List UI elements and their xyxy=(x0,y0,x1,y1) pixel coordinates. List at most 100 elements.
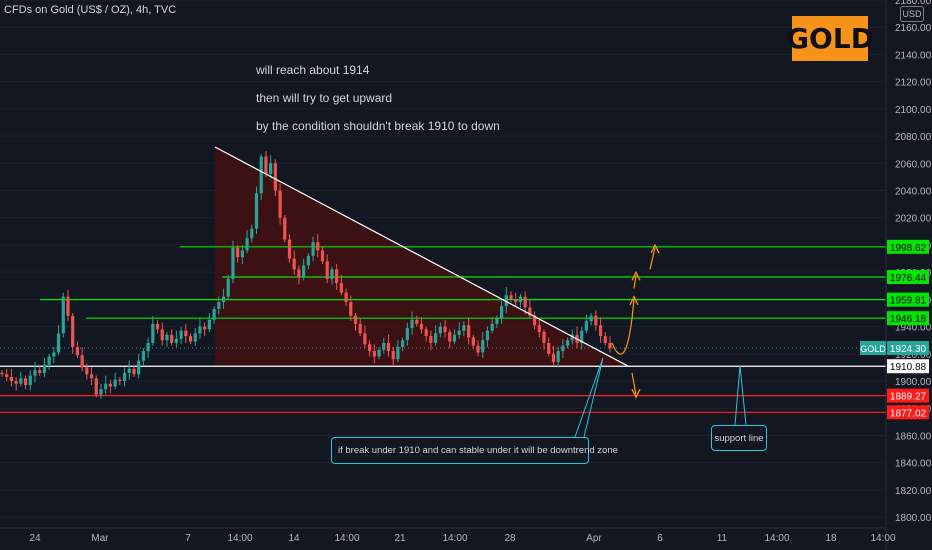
candle-body xyxy=(52,352,56,357)
projection-down xyxy=(631,372,637,395)
candle-body xyxy=(221,296,226,303)
candle-body xyxy=(349,302,353,316)
candle-body xyxy=(38,370,42,373)
candle-body xyxy=(316,242,320,251)
candle-body xyxy=(269,163,273,175)
time-axis[interactable]: 24 Mar 7 14:00 14 14:00 21 14:00 28 Apr 6 11 14:00 18… xyxy=(29,533,896,544)
candle-body xyxy=(104,383,108,390)
candle-body xyxy=(122,372,127,382)
candle-body xyxy=(495,318,499,324)
candle-body xyxy=(580,330,584,343)
candle-body xyxy=(245,238,249,251)
candle-body xyxy=(391,351,395,360)
candle-body xyxy=(518,296,523,303)
candle-body xyxy=(89,374,94,379)
candle-body xyxy=(108,383,113,387)
candle-body xyxy=(231,247,235,279)
candle-body xyxy=(335,269,339,284)
price-tick-label: 2120.00 xyxy=(895,78,932,89)
candle-body xyxy=(532,315,537,326)
candle-body xyxy=(368,344,372,352)
candle-body xyxy=(94,378,98,395)
candle-body xyxy=(259,156,263,194)
time-tick-label: 14:00 xyxy=(764,533,789,544)
candle-body xyxy=(160,329,164,341)
candle-body xyxy=(353,315,358,324)
price-tick-label: 2160.00 xyxy=(895,23,932,34)
candle-body xyxy=(302,265,306,278)
candle-body xyxy=(264,156,268,175)
symbol-tag-label: GOLD xyxy=(860,344,886,354)
level-price-label: 1946.18 xyxy=(890,314,927,325)
note-line-1: will reach about 1914 xyxy=(256,63,370,77)
time-tick-label: 14:00 xyxy=(227,533,252,544)
arrowhead-up-3 xyxy=(650,243,660,254)
candle-body xyxy=(429,336,433,343)
price-tick-label: 2060.00 xyxy=(895,159,932,170)
symbol-title[interactable]: CFDs on Gold (US$ / OZ), 4h, TVC xyxy=(4,4,177,16)
time-tick-label: 21 xyxy=(394,533,406,544)
price-tick-label: 1800.00 xyxy=(895,513,932,524)
arrowhead-up-2 xyxy=(631,270,641,281)
candle-body xyxy=(170,334,174,343)
candle-body xyxy=(311,242,315,256)
trend-line xyxy=(214,146,629,367)
candle-body xyxy=(438,326,442,334)
candle-body xyxy=(278,190,282,218)
candles xyxy=(0,151,612,399)
level-price-label: 1959.81 xyxy=(890,296,927,307)
time-tick-label: Mar xyxy=(91,533,109,544)
candle-body xyxy=(61,296,65,334)
candle-body xyxy=(85,367,89,375)
candle-body xyxy=(405,327,409,341)
support-line-callout: support line xyxy=(711,425,767,451)
level-price-tag xyxy=(887,292,929,307)
price-tick-label: 2140.00 xyxy=(895,50,932,61)
candle-body xyxy=(565,340,570,346)
candle-body xyxy=(434,333,438,343)
candle-body xyxy=(297,269,301,278)
candle-body xyxy=(5,374,9,377)
candle-body xyxy=(401,340,405,348)
candle-body xyxy=(188,336,193,342)
candle-body xyxy=(598,325,603,337)
price-tick-label: 1940.00 xyxy=(895,323,932,334)
candle-body xyxy=(424,329,428,337)
candle-body xyxy=(250,228,254,239)
candle-body xyxy=(80,355,84,368)
candle-body xyxy=(137,360,141,375)
candle-body xyxy=(584,321,589,331)
candle-body xyxy=(542,332,546,343)
candle-body xyxy=(386,342,391,352)
candle-body xyxy=(146,342,150,352)
candle-body xyxy=(198,326,202,334)
candle-body xyxy=(66,296,70,316)
candle-body xyxy=(132,368,136,375)
level-price-label: 1889.27 xyxy=(890,392,927,403)
candle-body xyxy=(151,323,155,343)
candle-body xyxy=(476,345,480,353)
currency-button[interactable]: USD xyxy=(900,6,924,22)
candle-body xyxy=(490,323,494,331)
candle-body xyxy=(514,299,518,303)
level-price-tag xyxy=(887,239,929,254)
price-tick-label: 1860.00 xyxy=(895,431,932,442)
level-price-label: 1998.62 xyxy=(890,243,927,254)
time-tick-label: 14 xyxy=(288,533,300,544)
time-tick-label: Apr xyxy=(586,533,602,544)
callout-pointer-downtrend xyxy=(574,357,604,438)
candle-body xyxy=(226,278,230,297)
candle-body xyxy=(443,326,447,333)
candle-body xyxy=(287,239,292,259)
candle-body xyxy=(71,315,75,348)
candle-body xyxy=(273,163,277,191)
candle-body xyxy=(358,323,362,334)
price-tick-label: 2180.00 xyxy=(895,0,932,7)
price-tick-label: 1820.00 xyxy=(895,486,932,497)
candle-body xyxy=(9,376,14,382)
candle-body xyxy=(292,258,296,270)
candle-body xyxy=(212,308,216,320)
candle-body xyxy=(448,332,452,342)
price-tick-label: 1920.00 xyxy=(895,350,932,361)
